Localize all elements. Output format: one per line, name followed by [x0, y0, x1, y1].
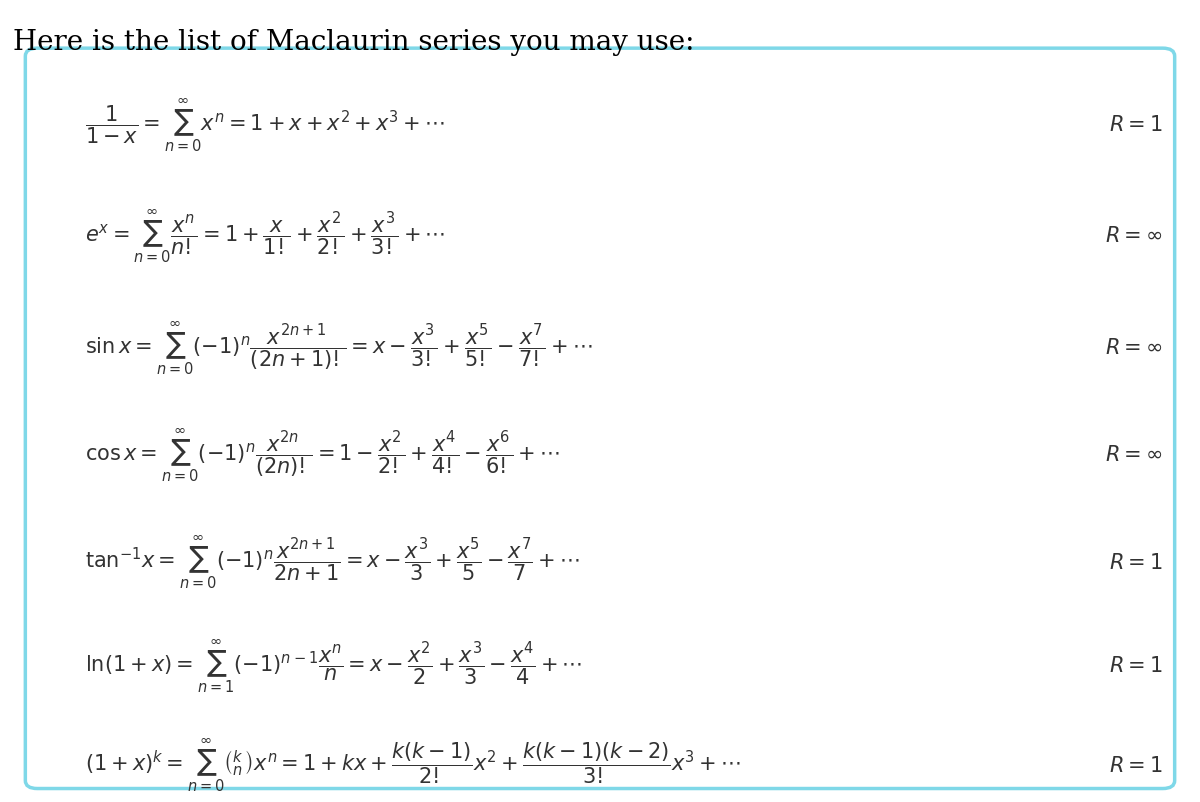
Text: $\cos x = \sum_{n=0}^{\infty} (-1)^n \dfrac{x^{2n}}{(2n)!} = 1 - \dfrac{x^2}{2!}: $\cos x = \sum_{n=0}^{\infty} (-1)^n \df…	[85, 426, 560, 484]
Text: $R = \infty$: $R = \infty$	[1105, 338, 1163, 357]
Text: $R = 1$: $R = 1$	[1109, 655, 1163, 675]
Text: Here is the list of Maclaurin series you may use:: Here is the list of Maclaurin series you…	[13, 29, 695, 56]
Text: $(1+x)^k = \sum_{n=0}^{\infty} \binom{k}{n} x^n = 1 + kx + \dfrac{k(k-1)}{2!}x^2: $(1+x)^k = \sum_{n=0}^{\infty} \binom{k}…	[85, 736, 742, 793]
Text: $R = 1$: $R = 1$	[1109, 552, 1163, 572]
Text: $R = \infty$: $R = \infty$	[1105, 444, 1163, 464]
Text: $R = 1$: $R = 1$	[1109, 755, 1163, 775]
Text: $\dfrac{1}{1-x} = \sum_{n=0}^{\infty} x^n = 1 + x + x^2 + x^3 + \cdots$: $\dfrac{1}{1-x} = \sum_{n=0}^{\infty} x^…	[85, 95, 445, 153]
FancyBboxPatch shape	[25, 49, 1175, 788]
Text: $\tan^{-1}\!x = \sum_{n=0}^{\infty} (-1)^n \dfrac{x^{2n+1}}{2n+1} = x - \dfrac{x: $\tan^{-1}\!x = \sum_{n=0}^{\infty} (-1)…	[85, 533, 580, 591]
Text: $e^x = \sum_{n=0}^{\infty} \dfrac{x^n}{n!} = 1 + \dfrac{x}{1!} + \dfrac{x^2}{2!}: $e^x = \sum_{n=0}^{\infty} \dfrac{x^n}{n…	[85, 207, 445, 265]
Text: $R = 1$: $R = 1$	[1109, 115, 1163, 135]
Text: $R = \infty$: $R = \infty$	[1105, 226, 1163, 246]
Text: $\ln(1+x) = \sum_{n=1}^{\infty} (-1)^{n-1} \dfrac{x^n}{n} = x - \dfrac{x^2}{2} +: $\ln(1+x) = \sum_{n=1}^{\infty} (-1)^{n-…	[85, 637, 582, 694]
Text: $\sin x = \sum_{n=0}^{\infty} (-1)^n \dfrac{x^{2n+1}}{(2n+1)!} = x - \dfrac{x^3}: $\sin x = \sum_{n=0}^{\infty} (-1)^n \df…	[85, 318, 593, 376]
